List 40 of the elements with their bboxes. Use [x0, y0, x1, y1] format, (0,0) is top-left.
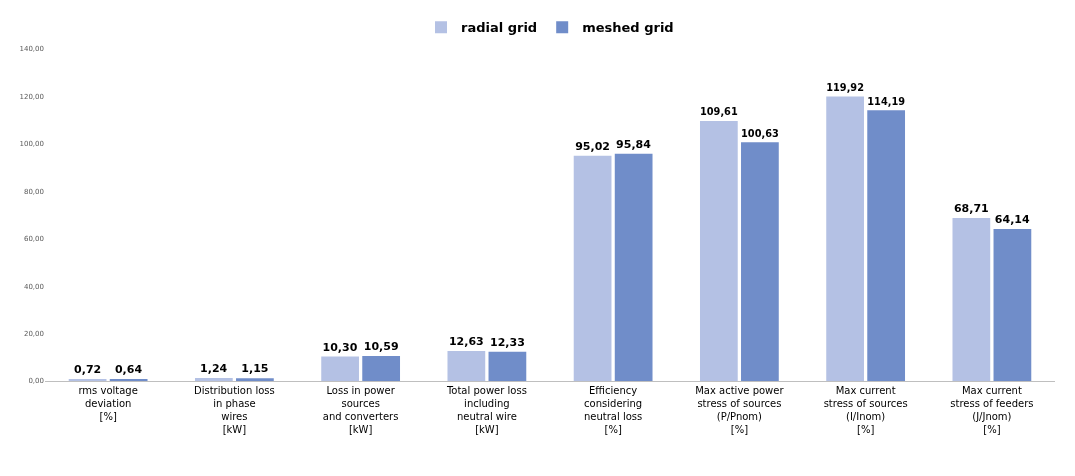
data-label: 95,02 — [575, 139, 610, 153]
bar — [867, 110, 906, 381]
bar — [993, 228, 1032, 381]
legend-label: meshed grid — [582, 20, 674, 36]
data-label: 10,59 — [363, 339, 399, 353]
bar — [826, 96, 864, 381]
x-tick-label: Max current stress of sources (I/Inom) [%] — [823, 385, 908, 435]
bar — [362, 355, 401, 381]
x-tick-label: Efficiency considering neutral loss [%] — [584, 385, 643, 435]
data-label: 12,33 — [490, 335, 525, 349]
data-label: 109,61 — [700, 106, 738, 118]
data-label: 64,14 — [994, 212, 1030, 226]
x-tick-label: rms voltage deviation [%] — [78, 385, 138, 422]
data-label: 10,30 — [322, 340, 358, 354]
data-label: 95,84 — [616, 137, 652, 151]
x-tick-label: Distribution loss in phase wires [kW] — [193, 385, 275, 435]
bar — [573, 155, 612, 381]
data-label: 1,24 — [200, 362, 228, 376]
bar — [699, 121, 738, 381]
data-label: 114,19 — [867, 95, 906, 107]
bar — [614, 153, 653, 381]
bar — [741, 142, 779, 381]
x-tick-label: Total power loss including neutral wire [kW] — [445, 385, 527, 435]
data-label: 100,63 — [741, 127, 779, 139]
bar — [321, 356, 359, 381]
bar — [194, 378, 233, 381]
bar — [236, 378, 274, 381]
bar — [952, 218, 991, 381]
x-tick-label: Loss in power sources and converters [kW] — [322, 385, 399, 435]
x-tick-label: Max active power stress of sources (P/Pnom) [%] — [695, 385, 785, 435]
data-label: 0,64 — [114, 363, 143, 376]
bar — [488, 351, 527, 381]
data-label: 119,92 — [826, 81, 864, 93]
data-label: 0,72 — [74, 363, 102, 376]
data-label: 12,63 — [448, 335, 484, 349]
legend-label: radial grid — [461, 20, 538, 36]
x-tick-label: Max current stress of feeders (J/Jnom) [%] — [950, 385, 1034, 435]
data-label: 1,15 — [241, 362, 269, 376]
data-label: 68,71 — [953, 202, 989, 216]
bar — [447, 351, 486, 381]
